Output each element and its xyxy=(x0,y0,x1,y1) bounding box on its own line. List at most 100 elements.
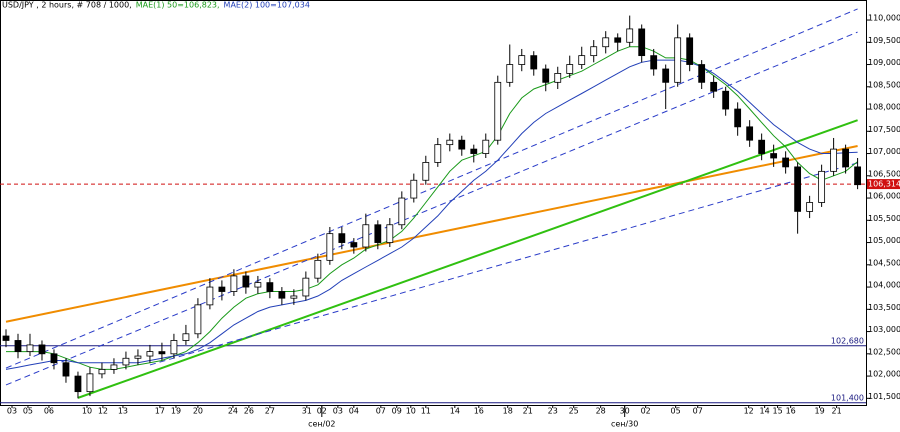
x-tick-label: 19 xyxy=(814,407,824,416)
x-tick-label: 03 xyxy=(7,407,17,416)
candle-body xyxy=(770,153,778,159)
candle-body xyxy=(758,139,766,154)
candle-body xyxy=(722,90,730,110)
candle-body xyxy=(686,37,694,65)
candle-body xyxy=(326,233,334,261)
candle-body xyxy=(782,157,790,168)
x-tick-label: 18 xyxy=(503,407,513,416)
candle-body xyxy=(662,68,670,83)
candle-body xyxy=(638,28,646,57)
price-label-box xyxy=(832,335,865,345)
x-tick-label: 28 xyxy=(596,407,606,416)
y-tick-label: 104,000 xyxy=(868,281,900,290)
candle-body xyxy=(434,144,442,163)
candle-body xyxy=(806,202,814,212)
x-tick-label: 17 xyxy=(155,407,165,416)
month-tick-label: сен/30 xyxy=(611,420,638,429)
candle-body xyxy=(650,55,658,70)
x-tick-label: 21 xyxy=(832,407,842,416)
x-tick-label: 26 xyxy=(244,407,254,416)
x-tick-label: 11 xyxy=(421,407,431,416)
candle-body xyxy=(158,351,166,355)
candle-body xyxy=(350,242,358,248)
candle-body xyxy=(302,277,310,297)
candle-body xyxy=(410,179,418,199)
price-label-box xyxy=(867,179,900,190)
y-tick-label: 107,500 xyxy=(868,125,900,134)
plot-frame xyxy=(0,0,867,406)
candle-body xyxy=(374,224,382,243)
candle-body xyxy=(362,224,370,248)
price-label: 106,314 xyxy=(868,180,900,189)
candle-body xyxy=(26,344,34,352)
y-tick-label: 103,000 xyxy=(868,325,900,334)
candle-body xyxy=(290,295,298,299)
x-tick-label: 16 xyxy=(786,407,796,416)
x-tick-label: 05 xyxy=(671,407,681,416)
candle-body xyxy=(626,28,634,43)
candle-body xyxy=(122,357,130,366)
candle-body xyxy=(518,55,526,65)
x-tick-label: 04 xyxy=(349,407,359,416)
y-tick-label: 109,500 xyxy=(868,36,900,45)
candle-body xyxy=(446,139,454,146)
x-tick-label: 25 xyxy=(569,407,579,416)
candle-body xyxy=(14,340,22,352)
candle-body xyxy=(746,126,754,141)
x-tick-label: 20 xyxy=(193,407,203,416)
candle-body xyxy=(194,304,202,335)
candle-body xyxy=(734,108,742,128)
price-label-box xyxy=(832,392,865,402)
y-tick-label: 103,500 xyxy=(868,303,900,312)
candle-body xyxy=(830,148,838,172)
y-tick-label: 108,000 xyxy=(868,103,900,112)
x-tick-label: 03 xyxy=(333,407,343,416)
candle-body xyxy=(614,37,622,43)
candle-body xyxy=(566,64,574,74)
chart-title: USD/JPY , 2 hours, # 708 / 1000, xyxy=(2,1,132,10)
candle-body xyxy=(134,355,142,359)
x-tick-label: 10 xyxy=(82,407,92,416)
legend-entry: MAE(1) 50=106,823, xyxy=(136,1,220,10)
x-tick-label: 09 xyxy=(392,407,402,416)
candle-body xyxy=(74,375,82,393)
x-tick-label: 14 xyxy=(760,407,770,416)
x-tick-label: 02 xyxy=(641,407,651,416)
x-tick-label: 16 xyxy=(474,407,484,416)
x-tick-label: 13 xyxy=(118,407,128,416)
candle-body xyxy=(278,291,286,299)
candle-body xyxy=(98,368,106,375)
candle-body xyxy=(698,64,706,83)
trend-line xyxy=(149,162,858,366)
y-tick-label: 105,000 xyxy=(868,236,900,245)
y-tick-label: 108,500 xyxy=(868,80,900,89)
candle-body xyxy=(422,162,430,181)
moving-average-line xyxy=(5,59,858,370)
candle-body xyxy=(38,344,46,355)
trend-line xyxy=(5,144,858,323)
candle-body xyxy=(710,81,718,92)
y-tick-label: 106,000 xyxy=(868,192,900,201)
candle-body xyxy=(62,362,70,377)
candle-body xyxy=(602,37,610,48)
legend-entry: MAE(2) 100=107,034 xyxy=(224,1,310,10)
candle-body xyxy=(182,333,190,341)
candle-body xyxy=(206,286,214,306)
candle-body xyxy=(110,364,118,370)
y-tick-label: 104,500 xyxy=(868,258,900,267)
candle-body xyxy=(338,233,346,243)
price-label: 101,400 xyxy=(831,393,864,402)
candle-body xyxy=(230,275,238,292)
y-tick-label: 106,500 xyxy=(868,169,900,178)
x-tick-label: 23 xyxy=(548,407,558,416)
candle-body xyxy=(266,282,274,292)
y-tick-label: 109,000 xyxy=(868,58,900,67)
candle-body xyxy=(854,166,862,186)
x-tick-label: 05 xyxy=(23,407,33,416)
candle-body xyxy=(242,275,250,288)
y-tick-label: 101,500 xyxy=(868,392,900,401)
candle-body xyxy=(818,170,826,203)
y-tick-label: 105,500 xyxy=(868,214,900,223)
